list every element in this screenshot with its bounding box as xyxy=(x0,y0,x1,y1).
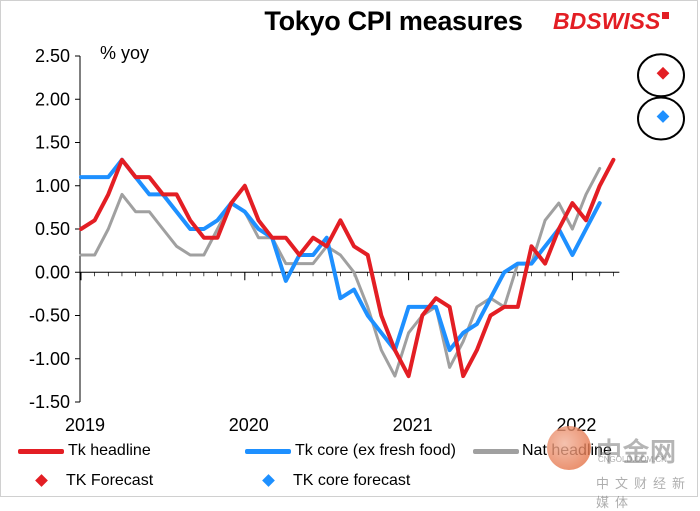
y-tick-label: 2.50 xyxy=(35,46,70,66)
chart-title: Tokyo CPI measures xyxy=(264,6,523,36)
x-tick-label: 2019 xyxy=(65,415,105,435)
watermark-url: CNGOLD.COM.CN xyxy=(598,455,667,464)
y-unit-label: % yoy xyxy=(100,43,150,63)
chart-frame xyxy=(0,0,698,497)
y-tick-label: -1.50 xyxy=(29,392,70,412)
y-tick-label: 1.00 xyxy=(35,176,70,196)
y-tick-label: -1.00 xyxy=(29,349,70,369)
x-axis: 2019 2020 2021 2022 xyxy=(65,271,620,435)
logo-bd-text: BD xyxy=(553,8,587,34)
y-tick-label: 1.50 xyxy=(35,133,70,153)
watermark-title: 中金网 xyxy=(596,437,678,467)
series-line-tk-headline xyxy=(79,157,616,379)
watermark-logo-icon xyxy=(547,426,591,470)
logo-swiss-text: SWISS xyxy=(586,8,661,34)
y-tick-label: 0.50 xyxy=(35,219,70,239)
forecast-circle xyxy=(637,53,685,98)
x-tick-label: 2020 xyxy=(229,415,269,435)
y-tick-label: 2.00 xyxy=(35,89,70,109)
forecast-circles xyxy=(637,53,685,141)
forecast-marker-tk-core-forecast xyxy=(656,110,670,123)
brand-logo: BDSWISS xyxy=(553,8,670,35)
series-line-nat-headline xyxy=(79,166,602,378)
watermark-subtitle: 中文财经新媒体 xyxy=(596,476,692,510)
y-axis: 2.50 2.00 1.50 1.00 0.50 0.00 -0.50 -1.00 -1.50 xyxy=(29,46,81,412)
series-line-tk-core-ex-fresh-food- xyxy=(79,157,602,353)
chart-plot: 2.502.001.501.000.500.00-0.50-1.00-1.50 … xyxy=(29,46,685,435)
forecast-marker-tk-forecast xyxy=(656,66,670,80)
y-tick-label: -0.50 xyxy=(29,306,70,326)
x-tick-label: 2021 xyxy=(393,415,433,435)
y-tick-label: 0.00 xyxy=(35,262,70,282)
forecast-circle xyxy=(637,96,685,141)
logo-mark-icon xyxy=(662,12,670,19)
series-lines xyxy=(79,157,616,379)
